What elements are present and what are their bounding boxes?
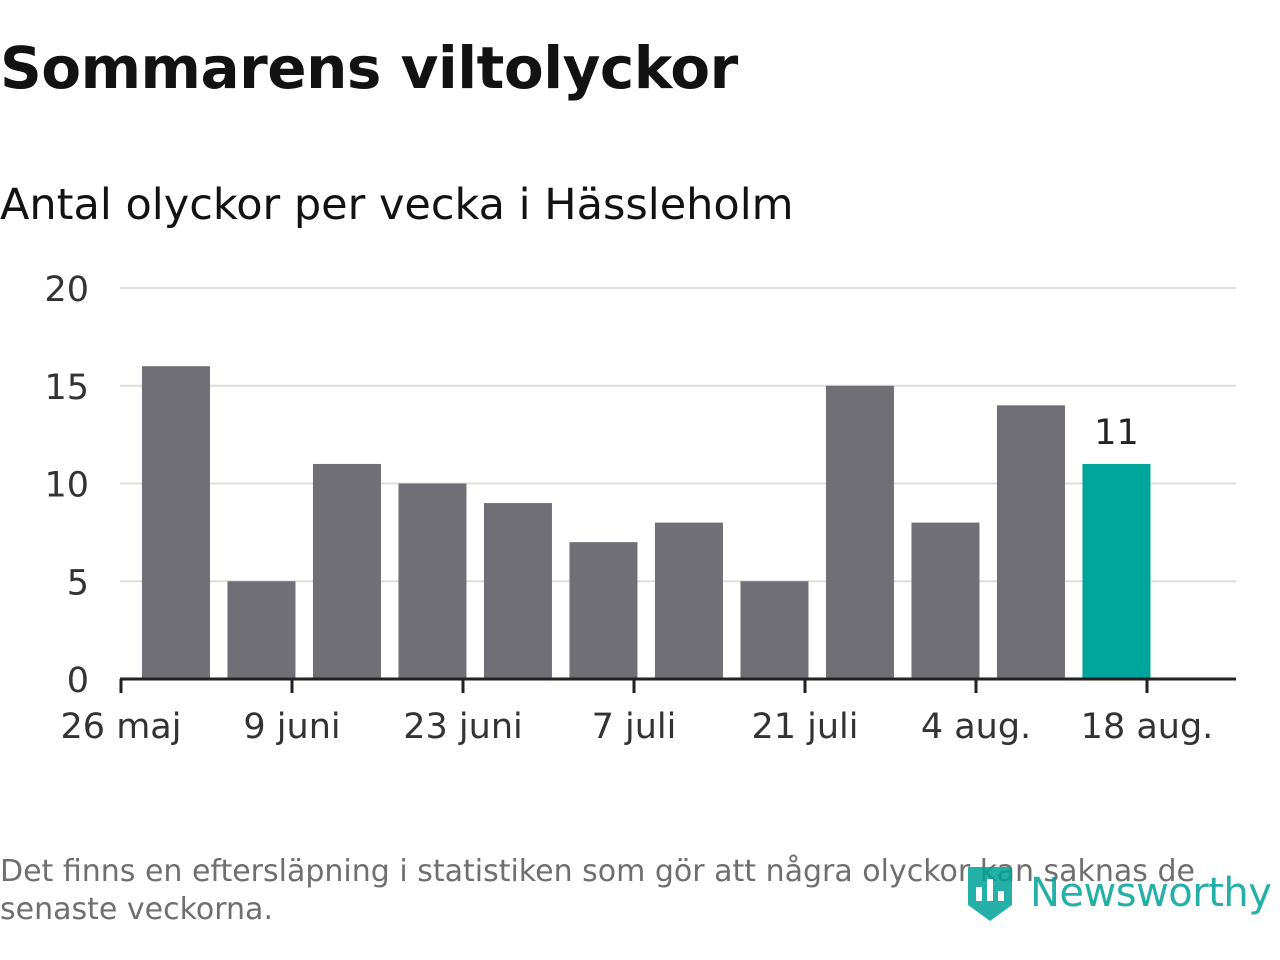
- y-tick-label: 10: [44, 466, 89, 506]
- x-tick-label: 9 juni: [243, 707, 340, 747]
- y-tick-label: 20: [44, 270, 89, 310]
- bar: [483, 503, 552, 679]
- bar: [569, 542, 638, 679]
- x-tick-label: 23 juni: [403, 707, 522, 747]
- bar: [996, 405, 1065, 679]
- bar: [825, 385, 894, 679]
- y-tick-label: 5: [67, 563, 89, 603]
- x-tick-label: 18 aug.: [1081, 707, 1214, 747]
- bar: [312, 463, 381, 679]
- x-tick-label: 21 juli: [751, 707, 858, 747]
- x-tick-label: 4 aug.: [921, 707, 1031, 747]
- bar: [141, 366, 210, 679]
- bar: [740, 581, 809, 679]
- bar: [227, 581, 296, 679]
- bar: [1082, 463, 1151, 679]
- x-tick-label: 26 maj: [61, 707, 182, 747]
- newsworthy-logo-icon: [968, 867, 1012, 921]
- y-tick-label: 15: [44, 368, 89, 408]
- newsworthy-logo-text: Newsworthy: [1030, 870, 1272, 916]
- chart-subtitle: Antal olyckor per vecka i Hässleholm: [0, 180, 794, 230]
- bar: [398, 483, 467, 679]
- chart-title: Sommarens viltolyckor: [0, 34, 738, 102]
- newsworthy-logo: Newsworthy: [964, 860, 1272, 926]
- data-label: 11: [1094, 413, 1139, 453]
- bar: [654, 522, 723, 679]
- x-tick-label: 7 juli: [592, 707, 677, 747]
- y-tick-label: 0: [67, 661, 89, 701]
- bar: [911, 522, 980, 679]
